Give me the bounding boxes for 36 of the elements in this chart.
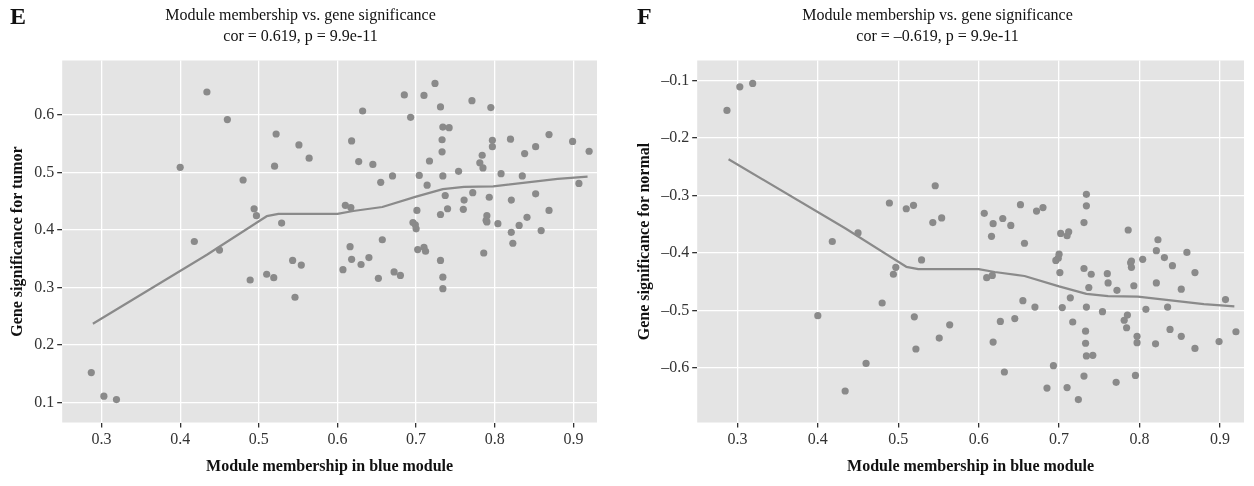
x-tick-label: 0.7 <box>406 430 427 448</box>
x-tick-label: 0.6 <box>327 430 348 448</box>
y-tick-label: –0.5 <box>660 300 690 318</box>
x-tick-label: 0.4 <box>807 430 828 448</box>
x-tick-label: 0.5 <box>248 430 269 448</box>
y-tick-label: 0.2 <box>34 335 55 353</box>
x-axis-title: Module membership in blue module <box>847 456 1095 475</box>
x-tick-label: 0.9 <box>563 430 584 448</box>
y-tick-label: –0.3 <box>660 185 690 203</box>
text: F <box>637 3 652 30</box>
y-tick-label: –0.1 <box>660 70 690 88</box>
y-tick-label: –0.4 <box>660 243 690 261</box>
chart-subtitle: cor = –0.619, p = 9.9e-11 <box>856 27 1019 45</box>
x-axis-title: Module membership in blue module <box>206 456 454 475</box>
y-tick-label: –0.2 <box>660 128 690 146</box>
x-tick-label: 0.5 <box>888 430 909 448</box>
x-tick-label: 0.7 <box>1049 430 1070 448</box>
x-tick-label: 0.3 <box>91 430 112 448</box>
y-tick-label: –0.6 <box>660 358 690 376</box>
chart-title: Module membership vs. gene significance <box>802 5 1073 24</box>
x-tick-label: 0.6 <box>968 430 989 448</box>
y-axis-title: Gene significance for tumor <box>7 146 26 337</box>
y-axis-title: Gene significance for normal <box>634 142 653 341</box>
y-tick-label: 0.5 <box>34 162 55 180</box>
x-tick-label: 0.8 <box>484 430 505 448</box>
x-tick-label: 0.3 <box>727 430 748 448</box>
chart-subtitle: cor = 0.619, p = 9.9e-11 <box>223 27 378 45</box>
y-tick-label: 0.4 <box>34 220 55 238</box>
x-tick-label: 0.8 <box>1129 430 1150 448</box>
y-tick-label: 0.6 <box>34 105 55 123</box>
y-tick-label: 0.3 <box>34 277 55 295</box>
x-tick-label: 0.9 <box>1209 430 1230 448</box>
text: E <box>10 3 27 30</box>
chart-title: Module membership vs. gene significance <box>165 5 436 24</box>
y-tick-label: 0.1 <box>34 392 55 410</box>
x-tick-label: 0.4 <box>170 430 191 448</box>
